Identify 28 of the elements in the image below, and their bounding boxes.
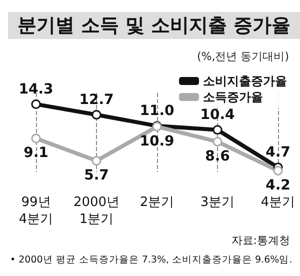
x-tick-label: 2분기: [140, 195, 174, 210]
x-tick-label: 4분기: [260, 195, 296, 210]
data-label: 10.4: [200, 107, 236, 124]
data-label: 4.2: [266, 177, 290, 194]
point: [212, 136, 222, 146]
point: [31, 134, 41, 144]
data-label: 4.7: [266, 144, 290, 161]
data-label: 5.7: [84, 168, 109, 184]
x-tick-label: 2000년 1분기: [73, 195, 120, 227]
legend-label: 소비지출증가율: [203, 74, 287, 88]
chart-subtitle: (%,전년 동기대비): [196, 50, 290, 63]
point: [92, 156, 102, 166]
point: [92, 110, 102, 120]
text: • 2000년 평균 소득증가율은 7.3%, 소비지출증가율은 9.6%임.: [10, 254, 292, 266]
legend-label: 소득증가율: [203, 90, 263, 104]
point: [212, 125, 222, 135]
data-label: 10.9: [140, 133, 174, 150]
text: 자료:통계청: [231, 234, 290, 247]
data-label: 8.6: [205, 148, 230, 164]
data-label: 11.0: [140, 103, 175, 120]
data-label: 9.1: [24, 145, 48, 162]
data-label: 12.7: [79, 92, 114, 108]
x-tick-label: 3분기: [200, 195, 235, 210]
x-tick-label: 99년 4분기: [18, 195, 54, 227]
point: [31, 99, 41, 109]
chart-title: 분기별 소득 및 소비지출 증가율: [17, 14, 291, 36]
point: [273, 166, 283, 176]
data-label: 14.3: [18, 81, 54, 98]
